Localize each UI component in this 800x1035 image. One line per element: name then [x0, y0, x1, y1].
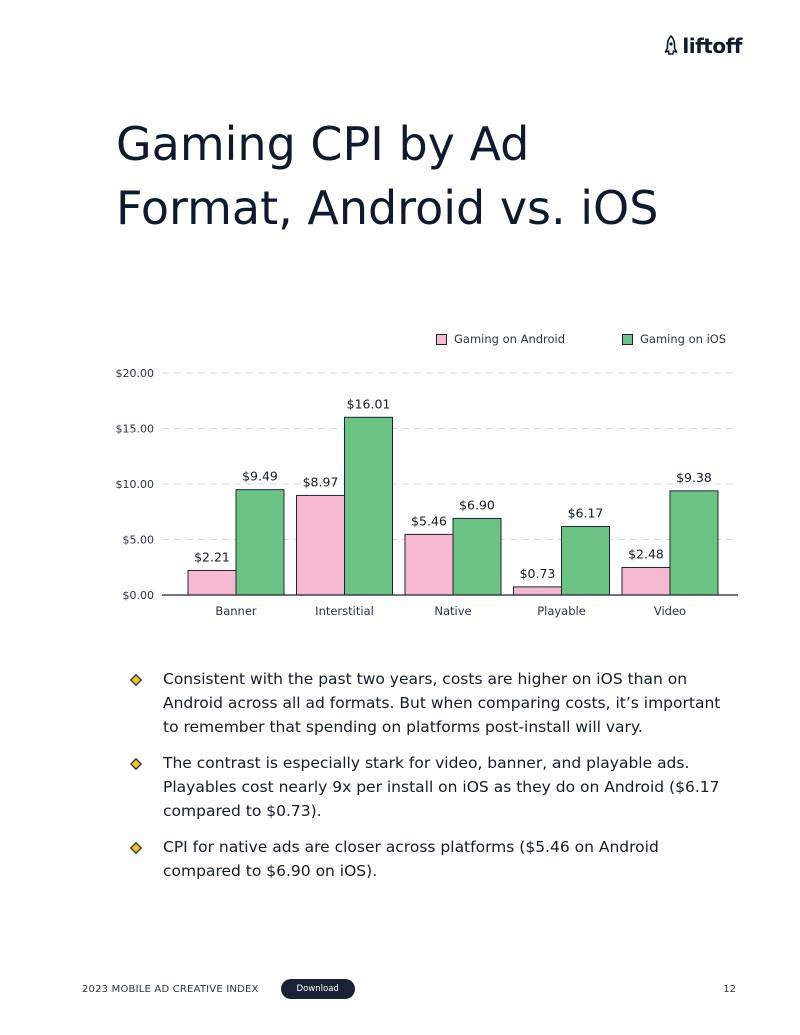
x-tick-label: Banner: [215, 604, 257, 618]
data-label: $9.38: [676, 470, 712, 485]
bar-android: [187, 569, 237, 596]
data-label: $0.73: [520, 566, 556, 581]
y-tick-label: $5.00: [123, 534, 155, 547]
page-footer: 2023 MOBILE AD CREATIVE INDEX Download 1…: [82, 978, 736, 1000]
diamond-bullet-icon: [130, 758, 142, 770]
bar-ios: [452, 517, 502, 596]
bullet-item: CPI for native ads are closer across pla…: [128, 835, 728, 883]
data-label: $9.49: [242, 469, 278, 484]
liftoff-logo: liftoff: [664, 34, 742, 58]
bar-ios: [669, 490, 719, 596]
bullet-list: Consistent with the past two years, cost…: [128, 667, 728, 895]
legend-swatch-ios: [622, 333, 633, 345]
bullet-text: Consistent with the past two years, cost…: [163, 670, 721, 736]
legend-item-android: Gaming on Android: [436, 332, 565, 346]
y-tick-label: $20.00: [116, 367, 155, 380]
page-number: 12: [723, 983, 736, 995]
footer-index-title: 2023 MOBILE AD CREATIVE INDEX: [82, 983, 259, 995]
rocket-icon: [665, 35, 678, 55]
x-tick-label: Video: [654, 604, 686, 618]
x-tick-label: Playable: [537, 604, 586, 618]
x-tick-label: Native: [434, 604, 471, 618]
legend-swatch-android: [436, 333, 447, 345]
bar-android: [404, 533, 454, 596]
bar-ios: [561, 526, 610, 596]
bar-android: [296, 494, 345, 596]
bar-android: [513, 586, 562, 596]
y-tick-label: $0.00: [123, 589, 155, 602]
x-tick-label: Interstitial: [315, 604, 374, 618]
cpi-bar-chart: $0.00 $5.00 $10.00 $15.00 $20.00 $2.21 $9.49 Ba…: [116, 367, 738, 618]
bar-ios: [344, 416, 393, 596]
y-tick-label: $15.00: [116, 423, 155, 436]
logo-text: liftoff: [682, 34, 742, 58]
data-label: $6.17: [568, 506, 604, 521]
data-label: $6.90: [459, 497, 495, 512]
data-label: $2.21: [194, 549, 230, 564]
bar-ios: [235, 489, 285, 596]
data-label: $2.48: [628, 546, 664, 561]
bar-android: [621, 566, 671, 596]
y-tick-label: $10.00: [116, 478, 155, 491]
bullet-item: Consistent with the past two years, cost…: [128, 667, 728, 739]
download-button[interactable]: Download: [280, 979, 355, 999]
data-label: $8.97: [303, 474, 339, 489]
bullet-text: CPI for native ads are closer across pla…: [163, 838, 659, 880]
diamond-bullet-icon: [130, 842, 142, 854]
page-title: Gaming CPI by Ad Format, Android vs. iOS: [116, 117, 659, 235]
legend-label-ios: Gaming on iOS: [640, 332, 727, 346]
diamond-bullet-icon: [130, 674, 142, 686]
bullet-item: The contrast is especially stark for vid…: [128, 751, 728, 823]
data-label: $16.01: [347, 396, 391, 411]
bullet-text: The contrast is especially stark for vid…: [163, 754, 720, 820]
legend-item-ios: Gaming on iOS: [622, 332, 726, 346]
data-label: $5.46: [411, 513, 447, 528]
legend-label-android: Gaming on Android: [454, 332, 566, 346]
chart-legend: Gaming on Android Gaming on iOS: [436, 332, 746, 352]
